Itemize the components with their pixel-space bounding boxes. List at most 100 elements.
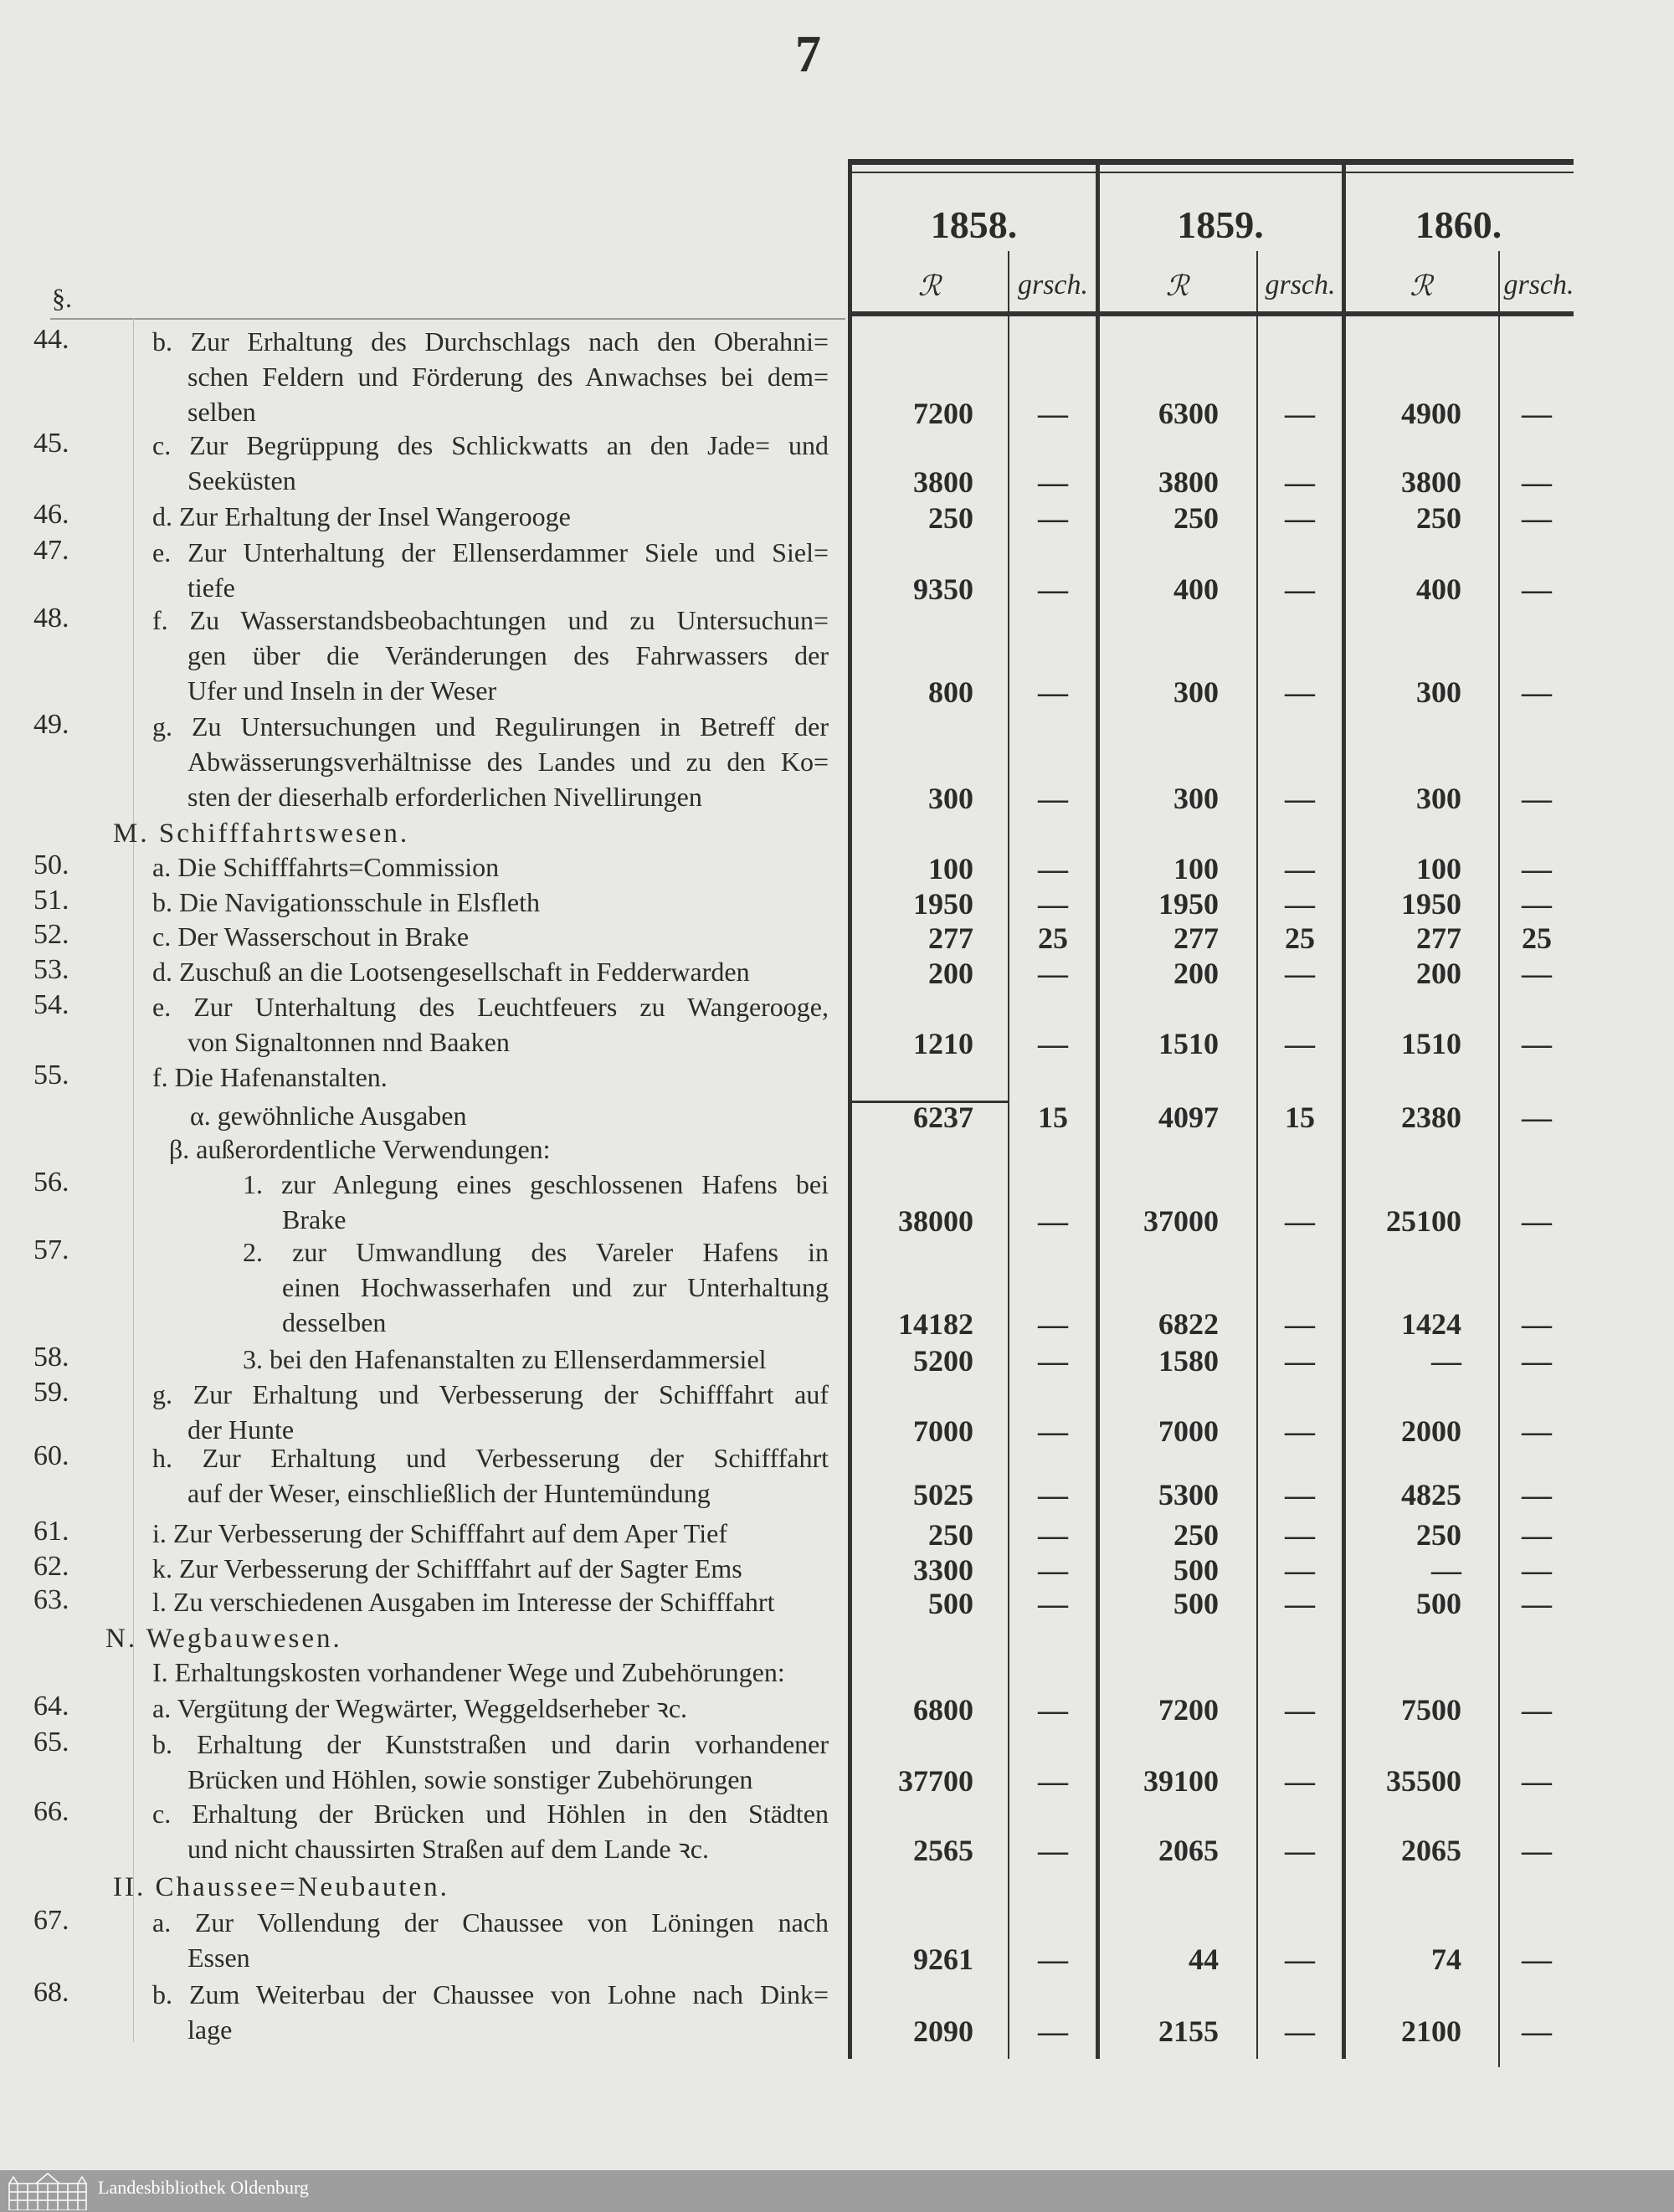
unit-thaler-1858: ℛ — [917, 271, 942, 302]
groschen-value-1858: — — [1038, 1764, 1068, 1798]
footer-bar: Landesbibliothek Oldenburg — [0, 2170, 1674, 2212]
section-heading: II. Chaussee=Neubauten. — [113, 1872, 449, 1902]
column-divider — [848, 159, 852, 2059]
thaler-value-1858: 1950 — [913, 887, 973, 921]
groschen-value-1859: — — [1285, 1027, 1315, 1060]
item-text-line: schen Feldern und Förderung des Anwachse… — [187, 362, 829, 392]
item-text-line: der Hunte — [187, 1412, 829, 1447]
thaler-value-1860: 300 — [1416, 782, 1461, 815]
item-text-line: tiefe — [187, 570, 829, 605]
thaler-value-1859: 100 — [1173, 852, 1219, 885]
item-text-line: e. Zur Unterhaltung des Leuchtfeuers zu … — [152, 992, 829, 1022]
thaler-value-1858: 800 — [928, 675, 973, 709]
groschen-value-1859: — — [1285, 397, 1315, 430]
thaler-value-1859: 37000 — [1143, 1204, 1219, 1238]
dot-leader — [786, 1584, 829, 1619]
item-text-line: a. Vergütung der Wegwärter, Weggeldserhe… — [152, 1691, 829, 1726]
library-name: Landesbibliothek Oldenburg — [98, 2177, 309, 2198]
thaler-value-1859: 300 — [1173, 675, 1219, 709]
dot-leader — [261, 1940, 829, 1975]
item-text-line: b. Die Navigationsschule in Elsfleth — [152, 885, 829, 920]
thaler-value-1860: 277 — [1416, 921, 1461, 955]
groschen-value-1859: — — [1285, 1553, 1315, 1587]
item-text: Ufer und Inseln in der Weser — [187, 675, 497, 706]
groschen-value-1860: — — [1522, 501, 1552, 535]
column-divider — [1342, 159, 1346, 2059]
section-heading: M. Schifffahrtswesen. — [113, 819, 410, 849]
thaler-value-1859: 3800 — [1158, 465, 1219, 499]
groschen-value-1858: — — [1038, 501, 1068, 535]
dot-leader — [761, 954, 829, 989]
item-text-line: b. Zur Erhaltung des Durchschlags nach d… — [152, 326, 829, 357]
row-number: 49. — [33, 709, 69, 740]
thaler-value-1858: 6237 — [913, 1101, 973, 1134]
column-divider — [1096, 159, 1100, 2059]
groschen-value-1858: — — [1038, 1027, 1068, 1060]
item-text: I. Erhaltungskosten vorhandener Wege und… — [152, 1657, 785, 1687]
groschen-value-1858: — — [1038, 465, 1068, 499]
item-text-line: 3. bei den Hafenanstalten zu Ellenserdam… — [243, 1342, 829, 1377]
row-number: 60. — [33, 1440, 69, 1471]
top-rule-thin — [850, 172, 1574, 173]
row-number: 54. — [33, 989, 69, 1020]
unit-thaler-1859: ℛ — [1165, 271, 1189, 302]
groschen-value-1858: — — [1038, 1693, 1068, 1727]
item-text-line: e. Zur Unterhaltung der Ellenserdammer S… — [152, 537, 829, 567]
item-text-line: auf der Weser, einschließlich der Huntem… — [187, 1476, 829, 1511]
thaler-value-1860: 1950 — [1401, 887, 1461, 921]
groschen-value-1858: 25 — [1038, 921, 1068, 955]
thaler-value-1858: 6800 — [913, 1693, 973, 1727]
thaler-value-1859: 500 — [1173, 1587, 1219, 1620]
item-text-line: und nicht chaussirten Straßen auf dem La… — [187, 1831, 829, 1866]
thaler-value-1860: — — [1431, 1553, 1461, 1587]
thaler-value-1860: 200 — [1416, 957, 1461, 990]
dot-leader — [721, 1476, 829, 1511]
item-text: der Hunte — [187, 1414, 295, 1445]
dot-leader — [306, 1412, 829, 1447]
row-number: 63. — [33, 1584, 69, 1615]
thaler-value-1860: 3800 — [1401, 465, 1461, 499]
item-text-line: Seeküsten — [187, 463, 829, 498]
item-text-line: c. Zur Begrüppung des Schlickwatts an de… — [152, 430, 829, 460]
year-header-1859: 1859. — [1177, 203, 1264, 246]
thaler-value-1858: 100 — [928, 852, 973, 885]
groschen-value-1858: — — [1038, 1553, 1068, 1587]
row-number: 62. — [33, 1551, 69, 1582]
item-text-line: k. Zur Verbesserung der Schifffahrt auf … — [152, 1551, 829, 1586]
item-text: d. Zuschuß an die Lootsengesellschaft in… — [152, 957, 750, 987]
item-text-line: d. Zuschuß an die Lootsengesellschaft in… — [152, 954, 829, 989]
groschen-value-1860: — — [1522, 675, 1552, 709]
dot-leader — [753, 1551, 829, 1586]
thaler-value-1858: 3300 — [913, 1553, 973, 1587]
groschen-value-1859: — — [1285, 1204, 1315, 1238]
groschen-value-1860: — — [1522, 397, 1552, 430]
dot-leader — [699, 1691, 829, 1726]
thaler-value-1858: 9261 — [913, 1943, 973, 1976]
dot-leader — [357, 1202, 829, 1237]
item-text: c. Der Wasserschout in Brake — [152, 921, 470, 952]
top-rule-thick — [850, 159, 1574, 165]
row-number: 51. — [33, 885, 69, 916]
thaler-value-1858: 200 — [928, 957, 973, 990]
item-text-line: g. Zur Erhaltung und Verbesserung der Sc… — [152, 1379, 829, 1409]
groschen-value-1859: 15 — [1285, 1101, 1315, 1134]
dot-leader — [307, 463, 829, 498]
groschen-value-1860: — — [1522, 782, 1552, 815]
groschen-value-1858: — — [1038, 1518, 1068, 1552]
groschen-value-1859: — — [1285, 1693, 1315, 1727]
thaler-value-1858: 3800 — [913, 465, 973, 499]
left-header-rule — [50, 318, 845, 320]
item-text-line: d. Zur Erhaltung der Insel Wangerooge — [152, 499, 829, 534]
thaler-value-1859: 1950 — [1158, 887, 1219, 921]
thaler-value-1858: 37700 — [898, 1764, 973, 1798]
dot-leader — [713, 779, 829, 814]
row-number: 45. — [33, 428, 69, 459]
item-text-line: l. Zu verschiedenen Ausgaben im Interess… — [152, 1584, 829, 1619]
groschen-value-1859: — — [1285, 852, 1315, 885]
groschen-value-1860: — — [1522, 1344, 1552, 1378]
dot-leader — [398, 1305, 829, 1340]
row-number: 57. — [33, 1234, 69, 1265]
thaler-value-1859: 7000 — [1158, 1414, 1219, 1448]
column-divider — [1008, 251, 1009, 2059]
groschen-value-1860: — — [1522, 1204, 1552, 1238]
